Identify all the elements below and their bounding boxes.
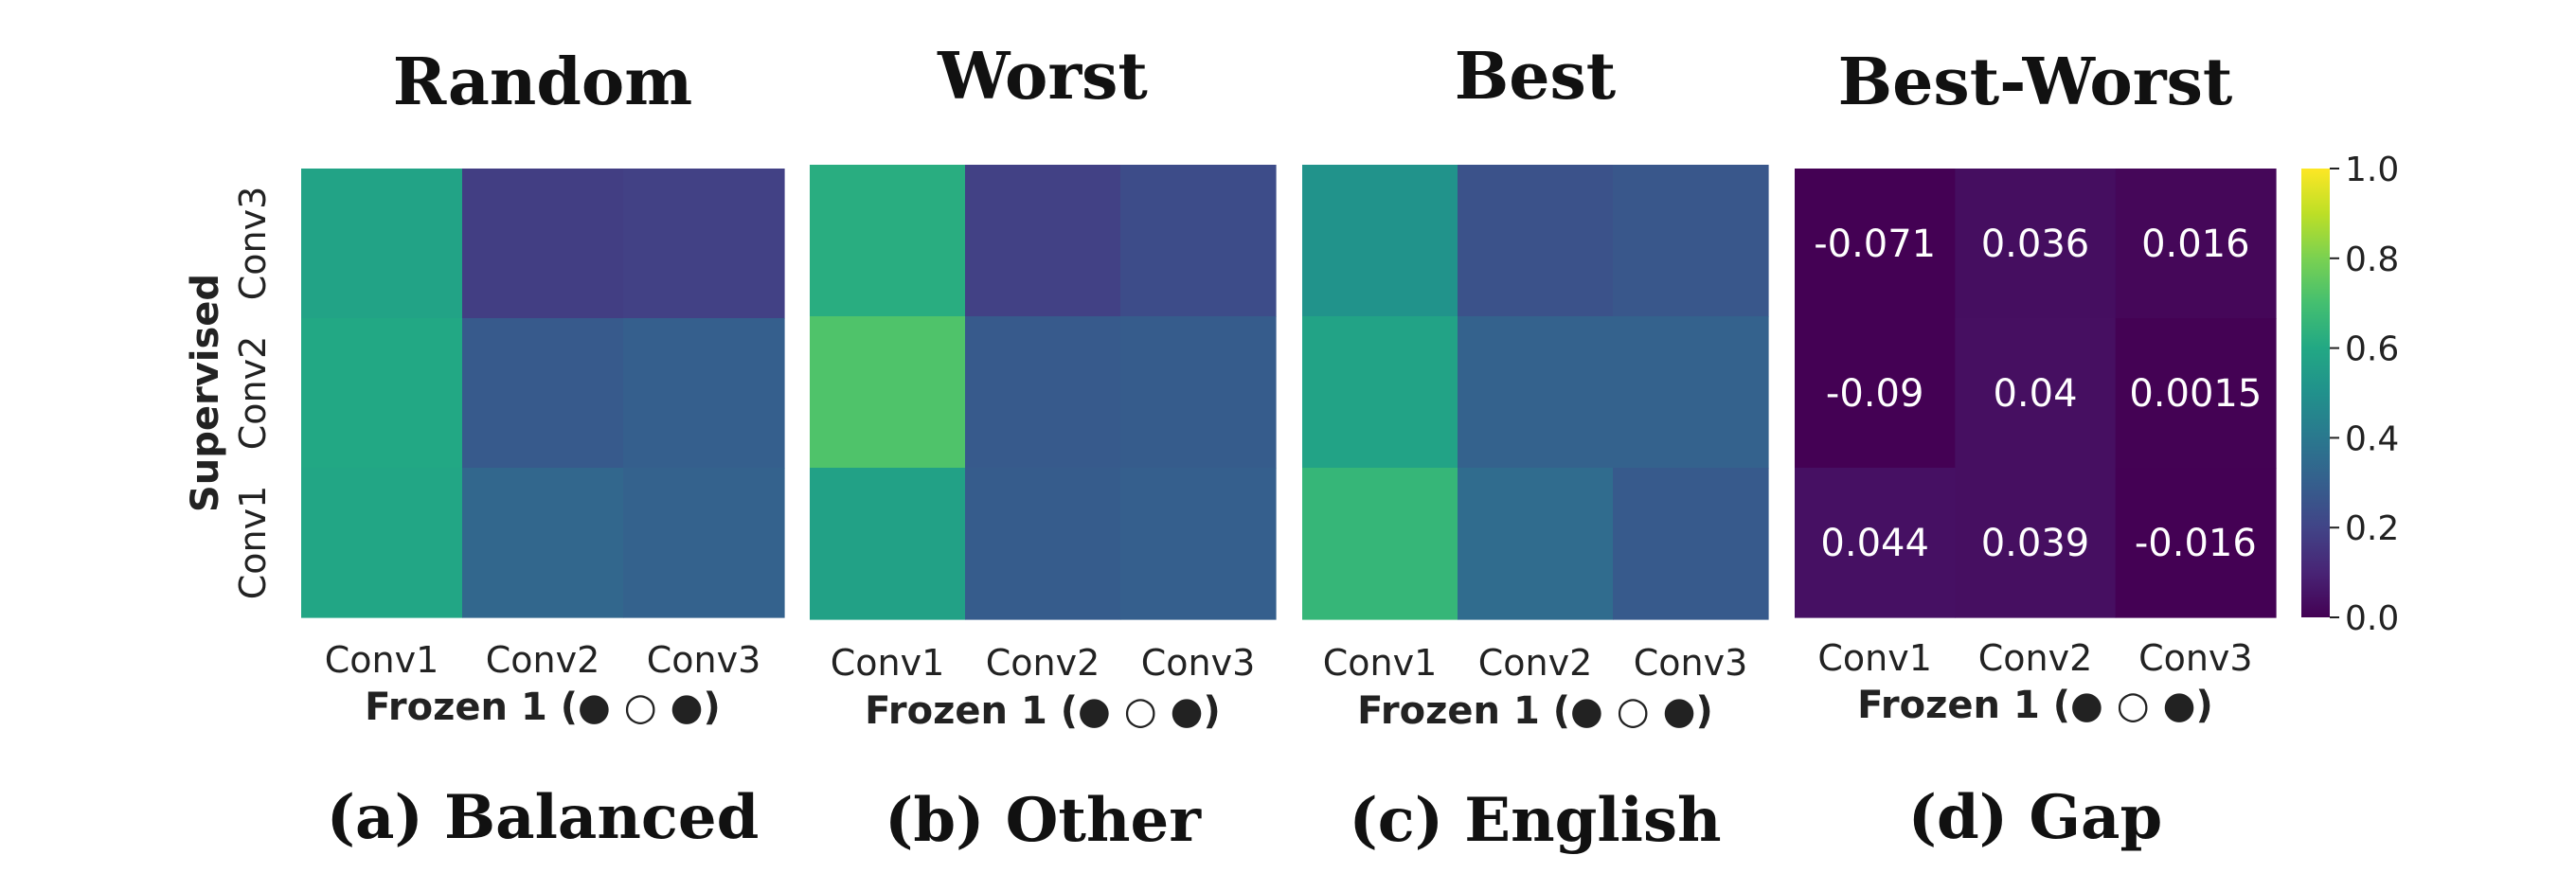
x-tick-label: Conv2	[1478, 642, 1593, 684]
heatmap-cell	[2115, 318, 2277, 469]
cell-value-label: -0.071	[1814, 223, 1936, 266]
x-axis-label: Frozen 1 (● ○ ●)	[1857, 684, 2213, 727]
panel-title: Random	[393, 45, 692, 120]
x-tick-label: Conv1	[1817, 637, 1932, 679]
heatmap-cell	[301, 169, 463, 319]
panel-title: Best-Worst	[1838, 45, 2233, 120]
heatmap-cell	[301, 318, 463, 469]
heatmap-cell	[1120, 165, 1277, 317]
cell-value-label: 0.0015	[2129, 372, 2262, 416]
heatmap-cell	[301, 468, 463, 618]
heatmap-cell	[1302, 468, 1458, 620]
x-tick-label: Conv3	[1634, 642, 1748, 684]
x-tick-label: Conv2	[986, 642, 1100, 684]
heatmap-cell	[1955, 468, 2117, 618]
heatmap-cell	[1120, 316, 1277, 469]
heatmap-cell	[1795, 318, 1956, 469]
y-tick-label: Conv2	[232, 336, 274, 451]
x-tick-label: Conv3	[647, 639, 761, 681]
heatmap-cell	[623, 169, 785, 319]
cell-value-label: -0.09	[1826, 372, 1924, 416]
heatmap-cell	[462, 169, 624, 319]
colorbar: 0.0 0.2 0.4 0.6 0.8 1.0	[2301, 151, 2399, 638]
panel-title: Best	[1455, 39, 1617, 115]
heatmap-panel-2: Worst Conv1 Conv2 Conv3 Frozen 1 (● ○ ●) (b) …	[810, 39, 1277, 856]
panel-caption: (b) Other	[885, 785, 1202, 856]
x-tick-label: Conv2	[486, 639, 600, 681]
panel-caption: (c) English	[1349, 785, 1721, 856]
y-tick-label: Conv3	[232, 187, 274, 301]
heatmap-cell	[1955, 318, 2117, 469]
heatmap-panel-4: Best-Worst -0.071 0.036 0.016 -0.09 0.04 0.001…	[1795, 45, 2277, 853]
x-tick-label: Conv1	[1323, 642, 1438, 684]
cell-value-label: 0.04	[1993, 372, 2077, 416]
heatmap-cell	[1613, 316, 1769, 469]
cell-value-label: 0.039	[1981, 522, 2090, 565]
x-tick-label: Conv1	[831, 642, 945, 684]
heatmap-cell	[2115, 169, 2277, 319]
cell-value-label: 0.036	[1981, 223, 2090, 266]
heatmap-cell	[810, 165, 966, 317]
x-tick-label: Conv1	[325, 639, 439, 681]
colorbar-tick-label: 0.0	[2345, 599, 2399, 638]
x-axis-label: Frozen 1 (● ○ ●)	[865, 689, 1221, 733]
heatmap-cell	[1120, 468, 1277, 620]
colorbar-tick-label: 0.6	[2345, 330, 2399, 369]
colorbar-tick-label: 0.2	[2345, 509, 2399, 548]
heatmap-cell	[1458, 468, 1614, 620]
heatmap-cell	[1613, 468, 1769, 620]
x-tick-label: Conv2	[1978, 637, 2093, 679]
heatmap-cell	[1955, 169, 2117, 319]
y-axis-label: Supervised	[184, 274, 227, 512]
heatmap-cell	[810, 316, 966, 469]
heatmap-cell	[965, 468, 1121, 620]
heatmap-cell	[1458, 165, 1614, 317]
cell-value-label: -0.016	[2135, 522, 2257, 565]
heatmap-cell	[1302, 165, 1458, 317]
y-tick-label: Conv1	[232, 486, 274, 600]
heatmap-panel-1: Random Conv1 Conv2 Conv3 Frozen 1 (● ○ ●) Con…	[184, 45, 785, 853]
heatmap-cell	[1302, 316, 1458, 469]
heatmap-panel-3: Best Conv1 Conv2 Conv3 Frozen 1 (● ○ ●) (c) E…	[1302, 39, 1769, 856]
heatmap-cell	[1613, 165, 1769, 317]
colorbar-tick-label: 0.8	[2345, 241, 2399, 279]
colorbar-gradient	[2301, 169, 2330, 617]
heatmap-cell	[623, 318, 785, 469]
x-axis-label: Frozen 1 (● ○ ●)	[365, 686, 721, 729]
panel-caption: (a) Balanced	[327, 782, 760, 853]
x-tick-label: Conv3	[1141, 642, 1256, 684]
cell-value-label: 0.044	[1820, 522, 1929, 565]
heatmap-cell	[810, 468, 966, 620]
x-tick-label: Conv3	[2138, 637, 2253, 679]
heatmap-cell	[965, 316, 1121, 469]
colorbar-tick-label: 1.0	[2345, 151, 2399, 189]
heatmap-cell	[1795, 468, 1956, 618]
x-axis-label: Frozen 1 (● ○ ●)	[1357, 689, 1713, 733]
cell-value-label: 0.016	[2141, 223, 2250, 266]
heatmap-cell	[462, 468, 624, 618]
heatmap-cell	[623, 468, 785, 618]
heatmap-cell	[1458, 316, 1614, 469]
heatmap-cell	[1795, 169, 1956, 319]
heatmap-cell	[965, 165, 1121, 317]
panel-title: Worst	[937, 39, 1148, 115]
heatmap-cell	[462, 318, 624, 469]
panel-caption: (d) Gap	[1908, 782, 2162, 853]
heatmap-cell	[2115, 468, 2277, 618]
colorbar-tick-label: 0.4	[2345, 419, 2399, 458]
